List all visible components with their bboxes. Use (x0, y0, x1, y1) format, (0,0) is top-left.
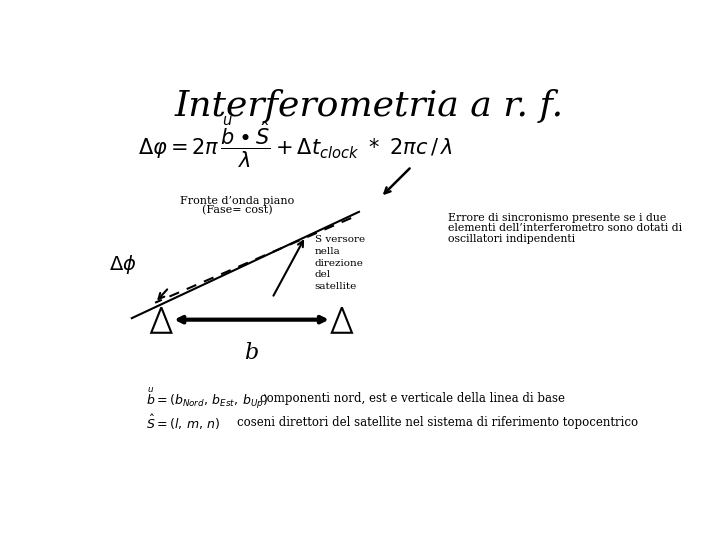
Text: Interferometria a r. f.: Interferometria a r. f. (174, 90, 564, 124)
Text: elementi dell’interferometro sono dotati di: elementi dell’interferometro sono dotati… (448, 224, 682, 233)
Text: coseni direttori del satellite nel sistema di riferimento topocentrico: coseni direttori del satellite nel siste… (238, 416, 639, 429)
Text: Fronte d’onda piano: Fronte d’onda piano (180, 195, 294, 206)
Text: S versore
nella
direzione
del
satellite: S versore nella direzione del satellite (315, 235, 365, 291)
Text: (Fase= cost): (Fase= cost) (202, 205, 273, 215)
Text: Errore di sincronismo presente se i due: Errore di sincronismo presente se i due (448, 213, 666, 222)
Text: $\overset{u}{b} = (b_{Nord},\, b_{Est},\, b_{Up})$: $\overset{u}{b} = (b_{Nord},\, b_{Est},\… (145, 386, 268, 411)
Text: $\Delta\varphi = 2\pi\,\dfrac{\overset{u}{b}\bullet\hat{S}}{\lambda}+ \Delta t_{: $\Delta\varphi = 2\pi\,\dfrac{\overset{u… (138, 116, 453, 171)
Text: $\hat{S} = (l,\, m,\, n)$: $\hat{S} = (l,\, m,\, n)$ (145, 413, 220, 433)
Text: componenti nord, est e verticale della linea di base: componenti nord, est e verticale della l… (261, 392, 565, 404)
Text: $\Delta\phi$: $\Delta\phi$ (109, 253, 136, 276)
Text: b: b (245, 342, 258, 364)
Text: oscillatori indipendenti: oscillatori indipendenti (448, 234, 575, 244)
